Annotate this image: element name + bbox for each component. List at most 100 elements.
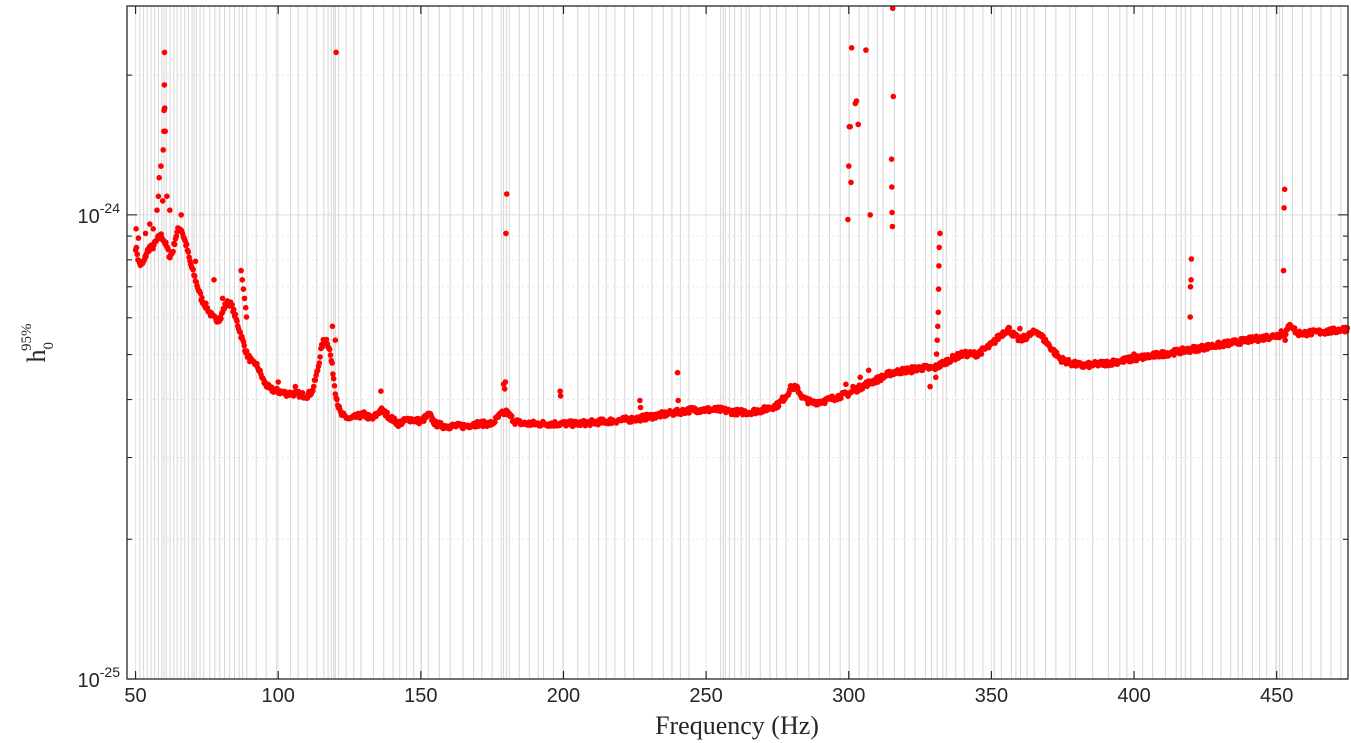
outlier-point xyxy=(239,277,246,283)
data-point xyxy=(327,352,334,358)
x-tick-label: 250 xyxy=(689,685,722,707)
outlier-point xyxy=(161,82,168,88)
outlier-point xyxy=(843,381,849,388)
data-point xyxy=(229,302,235,308)
outlier-point xyxy=(133,226,139,232)
data-point xyxy=(310,388,316,394)
grid-layer xyxy=(127,6,1348,680)
x-tick-label: 100 xyxy=(262,685,295,707)
outlier-point xyxy=(242,304,249,311)
outlier-point xyxy=(503,230,509,237)
outlier-point xyxy=(155,193,162,200)
outlier-point xyxy=(1280,267,1287,274)
x-tick-label: 200 xyxy=(547,685,580,707)
data-point xyxy=(319,343,326,350)
outlier-point xyxy=(142,230,149,237)
outlier-point xyxy=(848,179,854,186)
data-point xyxy=(218,315,224,322)
outlier-point xyxy=(154,207,160,213)
outlier-point xyxy=(675,397,681,404)
data-point xyxy=(134,251,140,258)
outlier-point xyxy=(908,369,915,376)
outlier-point xyxy=(557,388,563,395)
data-point xyxy=(492,419,498,425)
outlier-point xyxy=(850,383,856,390)
outlier-point xyxy=(935,309,942,316)
x-tick-label: 150 xyxy=(404,685,437,707)
outlier-point xyxy=(933,374,939,381)
outlier-point xyxy=(937,230,943,237)
outlier-point xyxy=(192,258,199,265)
y-tick-label: 10-25 xyxy=(78,664,121,692)
outlier-point xyxy=(1187,314,1193,320)
data-point xyxy=(330,375,337,382)
outlier-point xyxy=(150,226,156,232)
data-point xyxy=(312,377,319,383)
data-point xyxy=(234,318,240,325)
outlier-point xyxy=(164,193,170,200)
x-tick-label: 400 xyxy=(1117,685,1150,707)
x-tick-label: 450 xyxy=(1260,685,1293,707)
data-point xyxy=(314,367,321,374)
outlier-point xyxy=(674,369,681,376)
outlier-point xyxy=(845,216,851,223)
data-point xyxy=(173,233,180,240)
data-points xyxy=(132,5,1351,432)
outlier-point xyxy=(501,386,508,392)
outlier-point xyxy=(1187,284,1194,290)
outlier-point xyxy=(863,47,869,53)
data-point xyxy=(384,409,391,416)
x-tick-label: 300 xyxy=(832,685,865,707)
outlier-point xyxy=(889,184,895,190)
data-point xyxy=(1291,325,1298,331)
y-axis-label-superscript: 95% xyxy=(19,324,35,352)
outlier-point xyxy=(1017,325,1023,332)
data-point xyxy=(310,383,317,390)
data-point xyxy=(317,354,323,360)
outlier-point xyxy=(219,295,226,302)
outlier-point xyxy=(846,163,852,169)
outlier-point xyxy=(238,267,244,274)
data-point xyxy=(316,360,323,366)
data-point xyxy=(203,300,209,307)
data-point xyxy=(199,294,205,301)
data-point xyxy=(509,413,515,419)
y-axis-label-base: h xyxy=(22,350,51,363)
outlier-point xyxy=(857,374,863,381)
outlier-point xyxy=(865,367,872,374)
outlier-point xyxy=(933,351,940,357)
outlier-point xyxy=(889,209,895,216)
outlier-point xyxy=(934,337,940,344)
outlier-point xyxy=(332,337,339,344)
outlier-point xyxy=(147,221,153,227)
outlier-point xyxy=(160,147,166,153)
vetoed-band-lines xyxy=(139,6,1342,679)
outlier-point xyxy=(890,93,897,100)
outlier-point xyxy=(935,286,942,292)
data-point xyxy=(1344,325,1351,331)
y-axis-ticks: 10-25 10-24 xyxy=(78,74,1348,692)
outlier-point xyxy=(333,49,339,56)
outlier-point xyxy=(855,121,861,128)
y-axis-label-subscript: 0 xyxy=(41,342,57,350)
outlier-point xyxy=(378,388,384,395)
data-point xyxy=(323,336,330,343)
data-point xyxy=(232,311,239,318)
outlier-point xyxy=(1281,205,1287,211)
data-point xyxy=(331,383,338,389)
svg-text:h095%: h0 95% xyxy=(19,324,57,363)
data-point xyxy=(171,241,178,248)
outlier-point xyxy=(848,45,855,51)
data-point xyxy=(1006,325,1013,331)
outlier-point xyxy=(161,105,168,111)
plot-background xyxy=(127,6,1348,679)
data-point xyxy=(243,348,250,354)
outlier-point xyxy=(162,128,168,135)
outlier-point xyxy=(935,323,941,330)
outlier-point xyxy=(167,207,173,213)
outlier-point xyxy=(888,156,895,162)
data-point xyxy=(190,266,196,273)
x-axis-label: Frequency (Hz) xyxy=(655,711,819,740)
data-point xyxy=(334,396,340,403)
